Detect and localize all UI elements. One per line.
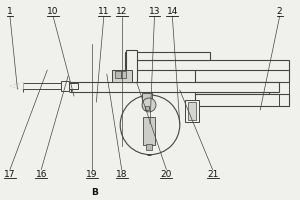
Bar bbox=[112, 70, 132, 82]
Text: B: B bbox=[92, 188, 98, 197]
Text: 17: 17 bbox=[4, 170, 16, 179]
Text: 1: 1 bbox=[7, 7, 13, 16]
Text: 19: 19 bbox=[86, 170, 98, 179]
Text: 14: 14 bbox=[167, 7, 178, 16]
Circle shape bbox=[142, 98, 156, 112]
Bar bbox=[188, 102, 196, 120]
Bar bbox=[125, 60, 289, 70]
Bar bbox=[146, 144, 152, 150]
Text: 18: 18 bbox=[116, 170, 127, 179]
Bar bbox=[126, 50, 137, 82]
Circle shape bbox=[120, 95, 180, 155]
Text: 11: 11 bbox=[98, 7, 110, 16]
Bar bbox=[195, 82, 269, 94]
Bar bbox=[185, 100, 199, 122]
Bar bbox=[195, 68, 289, 82]
Polygon shape bbox=[11, 83, 23, 89]
Bar bbox=[61, 81, 69, 91]
Bar bbox=[142, 93, 152, 107]
Bar bbox=[125, 52, 210, 60]
Bar bbox=[70, 82, 279, 92]
Text: 13: 13 bbox=[149, 7, 160, 16]
Text: 20: 20 bbox=[161, 170, 172, 179]
Text: 12: 12 bbox=[116, 7, 128, 16]
Bar bbox=[195, 94, 289, 106]
Text: 16: 16 bbox=[35, 170, 47, 179]
Bar bbox=[23, 83, 77, 89]
Text: 10: 10 bbox=[47, 7, 59, 16]
Bar bbox=[121, 71, 126, 78]
Bar bbox=[145, 106, 149, 110]
Bar bbox=[143, 117, 155, 145]
Text: 21: 21 bbox=[207, 170, 218, 179]
Bar bbox=[115, 71, 121, 78]
Text: 2: 2 bbox=[277, 7, 282, 16]
